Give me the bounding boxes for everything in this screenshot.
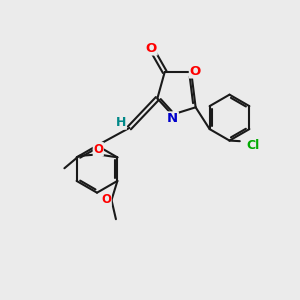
Text: O: O bbox=[93, 142, 103, 156]
Text: O: O bbox=[101, 193, 111, 206]
Text: Cl: Cl bbox=[246, 139, 260, 152]
Text: O: O bbox=[146, 42, 157, 55]
Text: N: N bbox=[167, 112, 178, 125]
Text: O: O bbox=[189, 65, 201, 78]
Text: H: H bbox=[116, 116, 126, 129]
